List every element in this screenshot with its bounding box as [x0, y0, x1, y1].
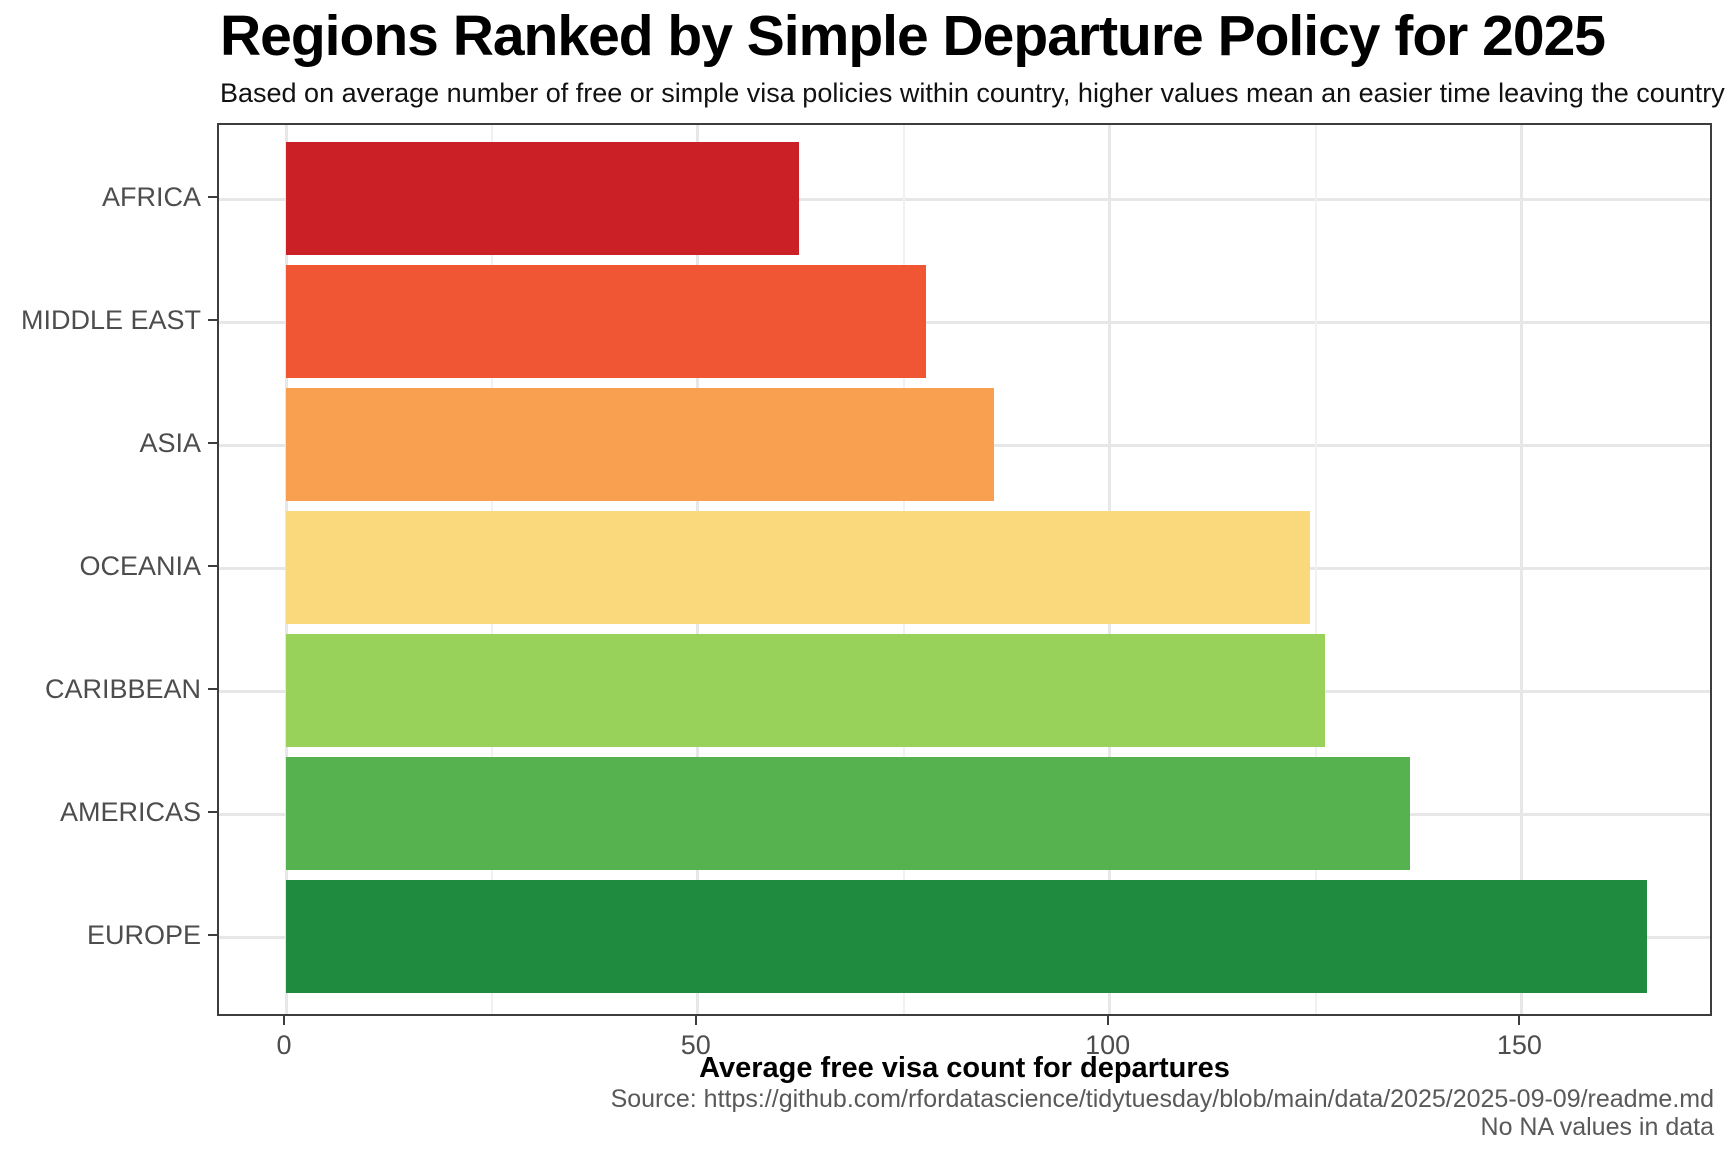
y-axis-label: MIDDLE EAST: [20, 304, 201, 335]
x-axis-tick-label: 150: [1496, 1030, 1542, 1060]
bar-oceania[interactable]: [286, 511, 1310, 624]
y-axis-tick: [208, 810, 217, 813]
x-axis-tick: [694, 1016, 697, 1025]
gridline-horizontal: [219, 320, 1710, 324]
y-axis-label: OCEANIA: [79, 550, 201, 581]
x-axis-tick-label: 50: [680, 1030, 711, 1060]
bar-caribbean[interactable]: [286, 634, 1326, 747]
x-axis-tick-label: 100: [1085, 1030, 1131, 1060]
x-axis-tick: [283, 1016, 285, 1025]
bar-africa[interactable]: [286, 142, 800, 255]
chart-title: Regions Ranked by Simple Departure Polic…: [220, 4, 1606, 68]
x-axis-tick-label: 0: [276, 1030, 292, 1060]
plot-panel: [217, 123, 1712, 1016]
bar-middle-east[interactable]: [286, 265, 926, 378]
gridline-vertical-major: [1519, 125, 1523, 1014]
y-axis-label: AMERICAS: [59, 796, 201, 827]
y-axis-tick: [208, 441, 217, 444]
x-axis-title: Average free visa count for departures: [699, 1052, 1230, 1084]
y-axis-tick: [208, 195, 217, 198]
bar-asia[interactable]: [286, 388, 995, 501]
caption-source: Source: https://github.com/rfordatascien…: [610, 1085, 1714, 1113]
y-axis-tick: [208, 687, 217, 690]
x-axis-tick: [1518, 1016, 1521, 1025]
y-axis-label: EUROPE: [86, 919, 201, 950]
chart-subtitle: Based on average number of free or simpl…: [220, 78, 1725, 108]
y-axis-tick: [208, 564, 217, 567]
y-axis-tick: [208, 318, 217, 321]
y-axis-tick: [208, 933, 217, 936]
gridline-horizontal: [219, 197, 1710, 201]
y-axis-label: CARIBBEAN: [44, 673, 201, 704]
bar-europe[interactable]: [286, 880, 1648, 993]
gridline-vertical-minor: [1314, 125, 1317, 1014]
bar-americas[interactable]: [286, 757, 1411, 870]
y-axis-label: ASIA: [139, 427, 201, 458]
x-axis-tick: [1106, 1016, 1109, 1025]
caption-note: No NA values in data: [1480, 1113, 1714, 1141]
y-axis-label: AFRICA: [101, 181, 201, 212]
